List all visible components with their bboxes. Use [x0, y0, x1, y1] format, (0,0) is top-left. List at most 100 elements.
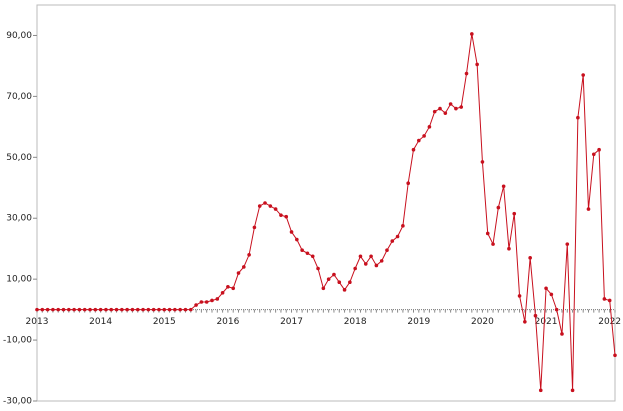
point	[554, 307, 559, 312]
point	[125, 307, 129, 312]
point	[268, 204, 273, 208]
point	[363, 262, 368, 266]
point	[549, 292, 554, 297]
line	[37, 33, 616, 391]
point	[565, 242, 570, 246]
point	[544, 286, 548, 291]
point	[210, 298, 214, 303]
x-tick-label: 2016	[216, 317, 239, 327]
point	[157, 307, 161, 312]
point	[242, 265, 246, 269]
point	[385, 248, 389, 253]
x-tick-label: 2015	[153, 317, 176, 327]
x-tick-label: 2014	[89, 317, 112, 327]
point	[88, 307, 92, 312]
point	[72, 307, 76, 312]
point	[480, 160, 485, 164]
y-tick-label: 30,00	[6, 214, 32, 224]
point	[305, 251, 310, 256]
point	[183, 307, 188, 312]
y-tick-label: 90,00	[6, 31, 32, 41]
point	[485, 231, 490, 236]
point	[289, 230, 294, 234]
y-tick-label: -30,00	[3, 397, 32, 407]
point	[512, 211, 517, 216]
point	[120, 307, 124, 312]
point	[82, 307, 87, 312]
point	[438, 106, 442, 111]
point	[448, 102, 453, 106]
point	[602, 297, 607, 301]
point	[252, 225, 257, 230]
point	[40, 307, 45, 312]
point	[427, 125, 432, 129]
point	[279, 213, 283, 217]
x-tick-label: 2021	[535, 317, 558, 327]
point	[109, 307, 114, 312]
point	[523, 320, 527, 324]
point	[162, 307, 167, 312]
point	[613, 353, 617, 358]
point	[93, 307, 98, 312]
point	[188, 307, 193, 312]
y-tick-label: -10,00	[3, 336, 32, 346]
point	[464, 71, 469, 76]
point	[167, 307, 172, 312]
point	[374, 263, 379, 268]
point	[316, 266, 320, 271]
point	[326, 277, 331, 281]
point	[607, 298, 612, 303]
point	[395, 234, 400, 239]
point	[496, 205, 501, 210]
point	[310, 254, 315, 259]
y-tick-label: 50,00	[6, 153, 32, 163]
point	[358, 254, 363, 259]
point	[586, 207, 591, 211]
x-tick-label: 2020	[471, 317, 494, 327]
point	[443, 111, 448, 115]
point	[406, 181, 410, 185]
point	[576, 115, 580, 120]
point	[130, 307, 135, 312]
point	[379, 259, 384, 263]
point	[300, 248, 304, 253]
x-tick-label: 2017	[280, 317, 303, 327]
point	[401, 224, 405, 228]
point	[295, 237, 299, 242]
x-tick-label: 2013	[26, 317, 49, 327]
point	[470, 32, 474, 36]
point	[204, 300, 209, 304]
point	[141, 307, 145, 312]
point	[263, 201, 267, 205]
point	[67, 307, 71, 312]
point	[581, 73, 585, 77]
point	[226, 284, 230, 289]
point	[528, 256, 532, 260]
point	[454, 106, 458, 111]
point	[337, 280, 342, 285]
point	[459, 105, 464, 109]
point	[178, 307, 182, 312]
point	[390, 239, 395, 243]
point	[114, 307, 119, 312]
point	[236, 271, 241, 275]
point	[194, 303, 198, 307]
point	[56, 307, 61, 312]
point	[538, 388, 543, 393]
point	[215, 297, 220, 301]
point	[61, 307, 66, 312]
point	[51, 307, 55, 312]
point	[416, 138, 421, 143]
point	[475, 62, 479, 67]
point	[273, 207, 278, 211]
point	[35, 307, 39, 312]
point	[348, 280, 352, 285]
point	[491, 242, 495, 246]
y-tick-label: 10,00	[6, 275, 32, 285]
y-tick-label: 70,00	[6, 92, 32, 102]
point	[507, 246, 511, 251]
point	[231, 286, 236, 291]
point	[517, 294, 522, 298]
point	[199, 300, 204, 304]
